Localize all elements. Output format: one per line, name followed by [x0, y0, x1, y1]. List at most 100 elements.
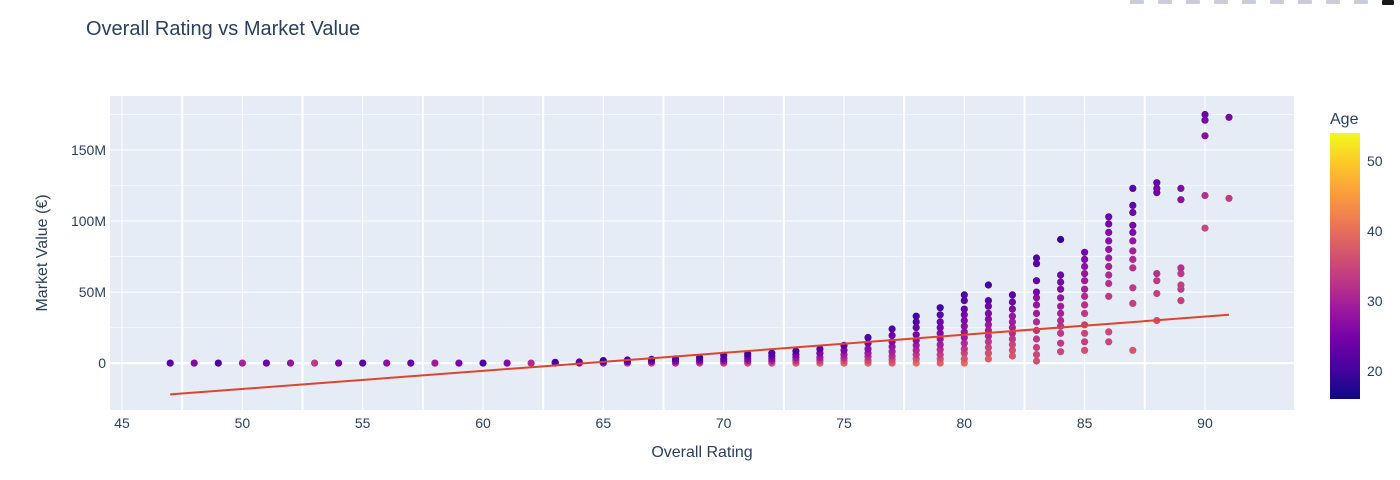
data-point [984, 309, 993, 317]
data-point [1177, 196, 1185, 204]
data-point [1129, 221, 1137, 229]
data-point [335, 359, 343, 367]
autoscale-icon[interactable] [1326, 0, 1340, 4]
y-tick-labels: 0 50M 100M 150M [71, 142, 106, 371]
pan-icon[interactable] [1186, 0, 1200, 4]
x-tick-label: 50 [235, 415, 251, 431]
data-point [1177, 270, 1185, 278]
data-point [1105, 213, 1113, 221]
zoom-out-icon[interactable] [1298, 0, 1312, 4]
data-point [1105, 328, 1113, 336]
data-point [1129, 184, 1137, 192]
chart-toolbar[interactable] [1130, 0, 1400, 6]
chart-title: Overall Rating vs Market Value [86, 18, 361, 40]
data-point [1008, 305, 1017, 313]
data-point [936, 318, 944, 326]
data-point [696, 354, 704, 362]
data-point [1201, 116, 1209, 124]
data-point [1129, 228, 1137, 236]
x-tick-labels: 45 50 55 60 65 70 75 80 85 90 [114, 415, 1213, 431]
data-point [1153, 289, 1161, 298]
data-point [1129, 237, 1137, 245]
data-point [888, 325, 896, 333]
data-point [1129, 346, 1137, 354]
data-point [1201, 132, 1209, 140]
data-point [286, 359, 295, 367]
data-point [1201, 224, 1209, 232]
data-point [1057, 235, 1065, 244]
data-point [1201, 110, 1209, 119]
data-point [1032, 288, 1041, 296]
data-point [1081, 301, 1089, 309]
data-points [166, 110, 1233, 367]
data-point [1105, 262, 1113, 271]
data-point [1057, 348, 1065, 356]
data-point [1129, 255, 1137, 263]
data-point [912, 331, 920, 339]
data-point [1129, 299, 1137, 307]
plotly-logo-icon[interactable] [1382, 0, 1394, 5]
data-point [936, 304, 944, 312]
data-point [1177, 264, 1185, 272]
data-point [984, 343, 993, 352]
data-point [1008, 291, 1017, 299]
data-point [1105, 220, 1113, 228]
data-point [1032, 351, 1041, 359]
zoom-in-icon[interactable] [1270, 0, 1284, 4]
colorbar-tick-label: 40 [1367, 223, 1383, 239]
data-point [1081, 346, 1089, 354]
data-point [359, 359, 367, 367]
data-point [960, 345, 968, 353]
box-select-icon[interactable] [1214, 0, 1228, 4]
data-point [912, 341, 920, 349]
data-point [936, 341, 944, 349]
x-tick-label: 60 [475, 415, 491, 431]
data-point [1081, 329, 1089, 337]
data-point [1057, 329, 1065, 337]
data-point [1081, 248, 1089, 256]
data-point [960, 339, 968, 347]
x-tick-label: 55 [355, 415, 371, 431]
reset-axes-icon[interactable] [1354, 0, 1368, 4]
data-point [1105, 254, 1113, 262]
camera-icon[interactable] [1130, 0, 1144, 4]
data-point [936, 329, 944, 337]
data-point [1081, 338, 1089, 346]
data-point [888, 331, 896, 339]
data-point [1153, 179, 1161, 187]
data-point [1225, 113, 1233, 121]
data-point [1177, 281, 1185, 289]
x-tick-label: 65 [596, 415, 612, 431]
y-tick-label: 100M [71, 213, 106, 229]
data-point [1105, 292, 1113, 300]
lasso-select-icon[interactable] [1242, 0, 1256, 4]
data-point [1081, 255, 1089, 263]
data-point [1105, 228, 1113, 236]
data-point [1032, 277, 1041, 285]
data-point [1008, 324, 1017, 332]
data-point [527, 359, 535, 367]
data-point [1032, 254, 1041, 262]
x-tick-label: 90 [1197, 415, 1213, 431]
data-point [816, 345, 824, 353]
data-point [1105, 279, 1113, 288]
data-point [479, 359, 487, 367]
colorbar-tick-labels: 20 30 40 50 [1367, 153, 1383, 379]
x-tick-label: 45 [114, 415, 130, 431]
data-point [166, 359, 174, 367]
data-point [888, 343, 896, 351]
data-point [431, 359, 439, 367]
data-point [647, 355, 656, 363]
data-point [792, 347, 800, 355]
data-point [984, 302, 993, 310]
data-point [1153, 184, 1161, 192]
zoom-icon[interactable] [1158, 0, 1172, 4]
colorbar-title: Age [1330, 111, 1359, 128]
data-point [311, 359, 319, 367]
data-point [1008, 312, 1017, 320]
data-point [1032, 260, 1041, 268]
data-point [1032, 357, 1041, 365]
data-point [984, 338, 993, 346]
data-point [912, 318, 920, 326]
